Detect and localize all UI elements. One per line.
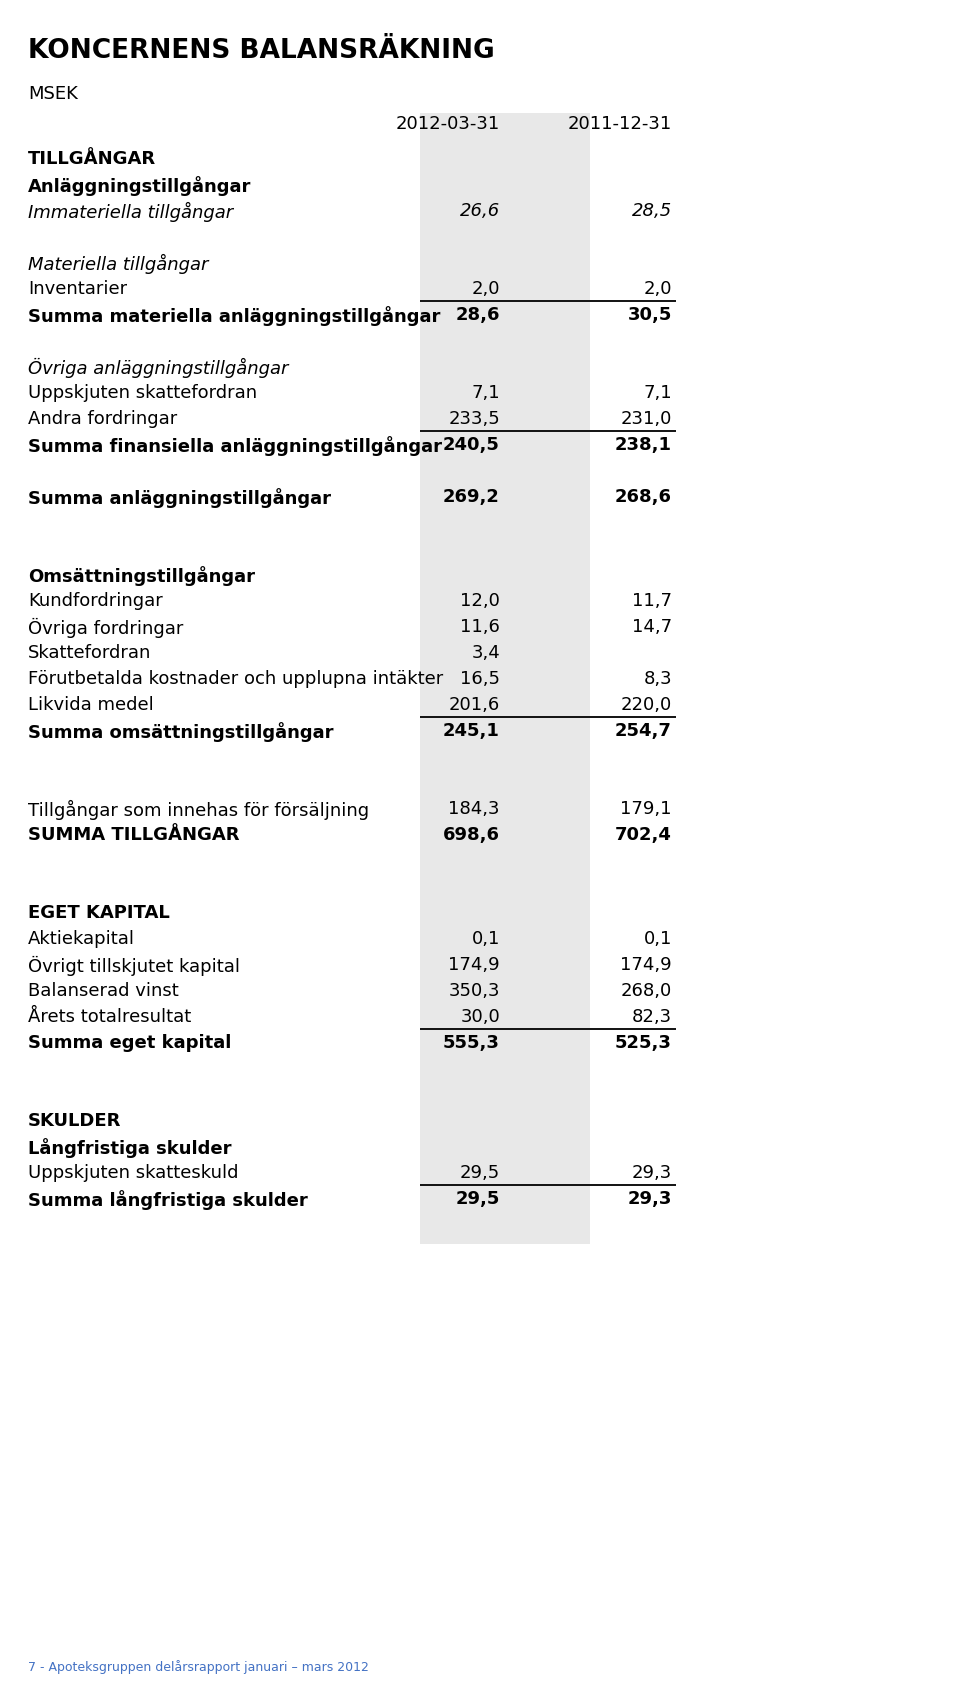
Bar	[420, 114, 590, 143]
Text: 7,1: 7,1	[643, 384, 672, 402]
Text: Inventarier: Inventarier	[28, 280, 127, 299]
Text: 2,0: 2,0	[643, 280, 672, 299]
Text: Likvida medel: Likvida medel	[28, 696, 154, 714]
Text: 16,5: 16,5	[460, 670, 500, 687]
Text: 269,2: 269,2	[444, 489, 500, 506]
Text: 231,0: 231,0	[620, 411, 672, 428]
Text: 0,1: 0,1	[471, 930, 500, 949]
Text: 30,0: 30,0	[460, 1008, 500, 1027]
Text: 30,5: 30,5	[628, 305, 672, 324]
Text: 240,5: 240,5	[444, 436, 500, 455]
Text: 29,3: 29,3	[628, 1190, 672, 1208]
Text: Övrigt tillskjutet kapital: Övrigt tillskjutet kapital	[28, 955, 240, 976]
Text: Andra fordringar: Andra fordringar	[28, 411, 178, 428]
Text: 174,9: 174,9	[620, 955, 672, 974]
Text: Summa långfristiga skulder: Summa långfristiga skulder	[28, 1190, 308, 1210]
Text: Immateriella tillgångar: Immateriella tillgångar	[28, 202, 233, 222]
Text: 2,0: 2,0	[471, 280, 500, 299]
Text: 220,0: 220,0	[621, 696, 672, 714]
Text: 238,1: 238,1	[615, 436, 672, 455]
Text: Balanserad vinst: Balanserad vinst	[28, 983, 179, 1000]
Text: 2012-03-31: 2012-03-31	[396, 115, 500, 132]
Text: Kundfordringar: Kundfordringar	[28, 592, 163, 609]
Text: 245,1: 245,1	[444, 721, 500, 740]
Text: TILLGÅNGAR: TILLGÅNGAR	[28, 149, 156, 168]
Text: Övriga fordringar: Övriga fordringar	[28, 618, 183, 638]
Text: Uppskjuten skatteskuld: Uppskjuten skatteskuld	[28, 1164, 238, 1183]
Text: 11,6: 11,6	[460, 618, 500, 636]
Text: 29,5: 29,5	[456, 1190, 500, 1208]
Text: 26,6: 26,6	[460, 202, 500, 221]
Text: Summa anläggningstillgångar: Summa anläggningstillgångar	[28, 489, 331, 507]
Text: Summa eget kapital: Summa eget kapital	[28, 1033, 231, 1052]
Text: 7,1: 7,1	[471, 384, 500, 402]
Text: 698,6: 698,6	[443, 826, 500, 843]
Text: 555,3: 555,3	[444, 1033, 500, 1052]
Text: 7 - Apoteksgruppen delårsrapport januari – mars 2012: 7 - Apoteksgruppen delårsrapport januari…	[28, 1660, 369, 1673]
Text: Aktiekapital: Aktiekapital	[28, 930, 135, 949]
Text: SUMMA TILLGÅNGAR: SUMMA TILLGÅNGAR	[28, 826, 239, 843]
Text: Materiella tillgångar: Materiella tillgångar	[28, 255, 208, 275]
Text: 254,7: 254,7	[615, 721, 672, 740]
Text: 28,5: 28,5	[632, 202, 672, 221]
Text: EGET KAPITAL: EGET KAPITAL	[28, 905, 170, 921]
Text: Skattefordran: Skattefordran	[28, 643, 152, 662]
Text: 702,4: 702,4	[615, 826, 672, 843]
Text: Omsättningstillgångar: Omsättningstillgångar	[28, 567, 255, 585]
Text: Anläggningstillgångar: Anläggningstillgångar	[28, 176, 252, 195]
Bar	[420, 137, 590, 1244]
Text: Långfristiga skulder: Långfristiga skulder	[28, 1139, 231, 1157]
Text: 82,3: 82,3	[632, 1008, 672, 1027]
Text: 8,3: 8,3	[643, 670, 672, 687]
Text: 201,6: 201,6	[448, 696, 500, 714]
Text: Förutbetalda kostnader och upplupna intäkter: Förutbetalda kostnader och upplupna intä…	[28, 670, 444, 687]
Text: Övriga anläggningstillgångar: Övriga anläggningstillgångar	[28, 358, 288, 378]
Text: 350,3: 350,3	[448, 983, 500, 1000]
Text: Tillgångar som innehas för försäljning: Tillgångar som innehas för försäljning	[28, 799, 370, 820]
Text: 12,0: 12,0	[460, 592, 500, 609]
Text: 0,1: 0,1	[643, 930, 672, 949]
Text: 179,1: 179,1	[620, 799, 672, 818]
Text: KONCERNENS BALANSRÄKNING: KONCERNENS BALANSRÄKNING	[28, 37, 494, 64]
Text: 29,3: 29,3	[632, 1164, 672, 1183]
Text: 29,5: 29,5	[460, 1164, 500, 1183]
Text: 28,6: 28,6	[455, 305, 500, 324]
Text: Summa materiella anläggningstillgångar: Summa materiella anläggningstillgångar	[28, 305, 441, 326]
Text: 2011-12-31: 2011-12-31	[567, 115, 672, 132]
Text: 525,3: 525,3	[615, 1033, 672, 1052]
Text: 174,9: 174,9	[448, 955, 500, 974]
Text: 14,7: 14,7	[632, 618, 672, 636]
Text: 3,4: 3,4	[471, 643, 500, 662]
Text: 268,6: 268,6	[615, 489, 672, 506]
Text: SKULDER: SKULDER	[28, 1112, 121, 1130]
Text: Uppskjuten skattefordran: Uppskjuten skattefordran	[28, 384, 257, 402]
Text: MSEK: MSEK	[28, 85, 78, 104]
Text: Summa finansiella anläggningstillgångar: Summa finansiella anläggningstillgångar	[28, 436, 442, 456]
Text: 233,5: 233,5	[448, 411, 500, 428]
Text: 184,3: 184,3	[448, 799, 500, 818]
Text: Summa omsättningstillgångar: Summa omsättningstillgångar	[28, 721, 333, 742]
Text: Årets totalresultat: Årets totalresultat	[28, 1008, 191, 1027]
Text: 11,7: 11,7	[632, 592, 672, 609]
Text: 268,0: 268,0	[621, 983, 672, 1000]
